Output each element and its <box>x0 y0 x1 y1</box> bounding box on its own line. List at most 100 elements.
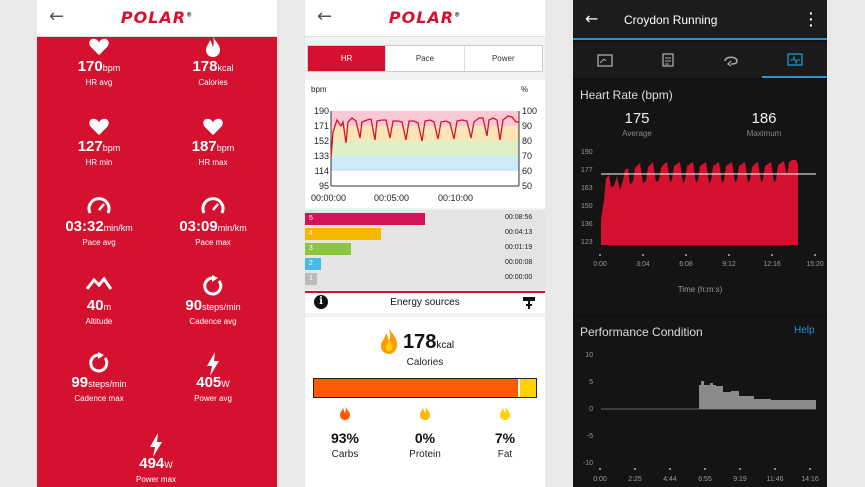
x-tick: 11:46 <box>766 476 784 483</box>
stat-value: 405W <box>196 374 230 391</box>
x-tick: 3:04 <box>636 261 650 268</box>
back-arrow-icon[interactable]: ← <box>585 9 599 28</box>
x-axis-title: Time (h:m:s) <box>677 285 723 294</box>
stat-label: Power avg <box>194 394 232 403</box>
x-tick: 00:10:00 <box>438 193 474 203</box>
tab-details[interactable] <box>636 42 699 78</box>
tab-power[interactable]: Power <box>491 54 515 63</box>
zone-number: 5 <box>305 213 317 225</box>
source-label: Fat <box>497 449 513 460</box>
stat-power-max: 494W Power max <box>101 433 211 485</box>
zone-number: 2 <box>305 258 317 270</box>
stat-pace-max: 03:09min/km Pace max <box>158 196 268 248</box>
cadence-icon <box>158 275 268 297</box>
stat-hr-min: 127bpm HR min <box>44 116 154 168</box>
energy-card: 178kcal Calories 93% Carbs 0% Protein 7% Fat <box>305 317 545 487</box>
polar-summary-panel: ← POLAR® 170bpm HR avg 178kcal Calories 127b… <box>37 0 277 487</box>
tab-summary[interactable] <box>573 42 636 78</box>
y-tick: 123 <box>581 239 593 246</box>
stat-pace-avg: 03:32min/km Pace avg <box>44 196 154 248</box>
calories-value: 178kcal <box>403 331 455 353</box>
chart-icon <box>786 52 803 66</box>
stat-hr-max: 187bpm HR max <box>158 116 268 168</box>
tab-charts[interactable] <box>762 42 827 78</box>
stat-value: 494W <box>139 455 173 472</box>
stat-value: 170bpm <box>77 58 121 75</box>
x-tick-dot <box>685 254 687 256</box>
info-icon[interactable]: i <box>314 295 328 309</box>
zone-time: 00:04:13 <box>505 229 533 236</box>
tab-laps[interactable] <box>699 42 762 78</box>
source-value: 7% <box>494 430 516 446</box>
y-tick: 190 <box>581 149 593 156</box>
zone-row: 5 00:08:56 <box>305 212 545 226</box>
x-tick: 6:08 <box>679 261 693 268</box>
x-tick: 00:00:00 <box>311 193 347 203</box>
speedometer-icon <box>44 196 154 218</box>
zone-row: 4 00:04:13 <box>305 227 545 241</box>
stat-label: Altitude <box>85 317 113 326</box>
y-tick-left: 171 <box>313 121 329 131</box>
expand-icon[interactable] <box>522 296 536 315</box>
polar-logo: POLAR® <box>388 8 462 27</box>
y-unit-left: bpm <box>311 85 327 94</box>
carbs-fill <box>314 379 521 397</box>
x-tick: 0:00 <box>593 476 607 483</box>
hr-line <box>330 115 519 159</box>
stat-value: 178kcal <box>192 58 234 75</box>
garmin-tabs <box>573 42 827 78</box>
x-tick-dot <box>809 468 811 470</box>
y-tick: 136 <box>581 221 593 228</box>
y-tick: -10 <box>582 460 593 467</box>
source-label: Carbs <box>331 449 359 460</box>
x-tick-dot <box>739 468 741 470</box>
stat-label: HR avg <box>85 78 113 87</box>
help-link[interactable]: Help <box>794 325 815 336</box>
y-tick-right: 70 <box>522 151 533 161</box>
more-menu-icon[interactable]: · · · <box>809 5 814 33</box>
heart-icon <box>44 36 154 58</box>
x-tick-dot <box>599 468 601 470</box>
stat-label: HR max <box>198 158 228 167</box>
zone2-band <box>331 156 519 171</box>
x-tick: 6:55 <box>698 476 712 483</box>
energy-sources-label: Energy sources <box>390 297 460 308</box>
stat-label: HR min <box>85 158 113 167</box>
x-tick: 9:19 <box>733 476 747 483</box>
back-arrow-icon[interactable]: ← <box>49 6 65 27</box>
zone-row: 1 00:00:00 <box>305 272 545 286</box>
y-tick-left: 95 <box>318 181 329 191</box>
source-carbs: 93% Carbs <box>323 405 367 460</box>
hr-maximum-value: 186 <box>751 110 777 127</box>
stat-label: Cadence avg <box>189 317 237 326</box>
polar-hr-panel: ← POLAR® HR Pace Power bpm % 190 171 152 13… <box>305 0 545 487</box>
app-bar: ← POLAR® <box>305 0 545 37</box>
y-tick: 10 <box>585 352 593 359</box>
garmin-hr-chart <box>601 160 816 245</box>
zone-time: 00:08:56 <box>505 214 533 221</box>
hr-average-label: Average <box>622 129 652 138</box>
zone-bar <box>317 243 351 255</box>
cadence-icon <box>44 352 154 374</box>
tab-hr[interactable]: HR <box>308 46 387 71</box>
zone-time: 00:00:00 <box>505 274 533 281</box>
stat-cadence-max: 99steps/min Cadence max <box>44 352 154 404</box>
zone-time: 00:01:19 <box>505 244 533 251</box>
zone-bar <box>317 258 321 270</box>
polar-logo: POLAR® <box>120 8 194 27</box>
hr-section: Heart Rate (bpm) 175 Average 186 Maximum… <box>573 80 827 314</box>
y-tick-left: 114 <box>314 166 329 176</box>
y-tick: 163 <box>581 185 593 192</box>
stat-value: 99steps/min <box>71 374 127 391</box>
zone-bar <box>317 228 381 240</box>
stat-label: Pace max <box>195 238 231 247</box>
energy-bar <box>313 378 537 398</box>
tab-pace[interactable]: Pace <box>386 46 465 71</box>
flame-icon <box>483 405 527 426</box>
document-icon <box>661 53 674 67</box>
flame-icon <box>379 327 399 360</box>
energy-sources-row: i Energy sources <box>305 291 545 313</box>
stat-hr-avg: 170bpm HR avg <box>44 36 154 88</box>
back-arrow-icon[interactable]: ← <box>317 6 333 27</box>
x-tick: 12:16 <box>763 261 781 268</box>
